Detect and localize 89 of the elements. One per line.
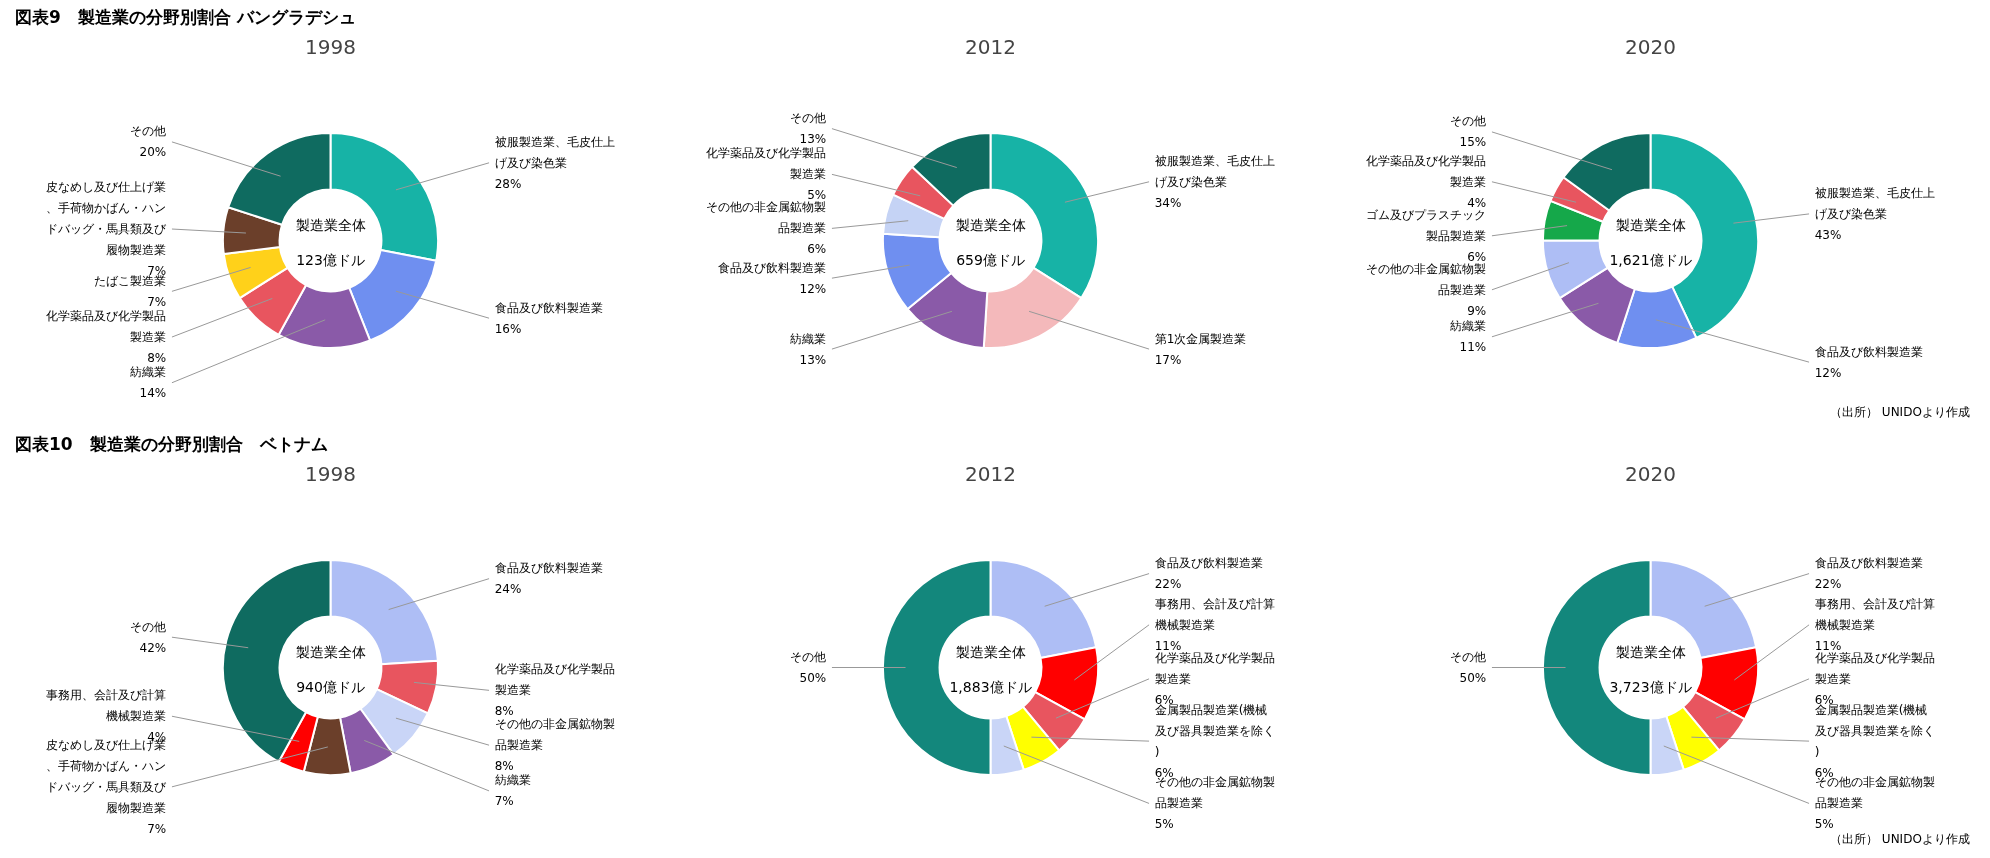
text: 3,723億ドル [1609, 678, 1692, 695]
data-label: 24% [494, 582, 522, 597]
text: 1,621億ドル [1609, 251, 1692, 268]
slice-label: 化学薬品及び化学製品製造業 [1814, 650, 1935, 686]
slice-label: 事務用、会計及び計算機械製造業 [1154, 596, 1275, 632]
data-label: 14% [139, 386, 167, 401]
slice-label: 事務用、会計及び計算機械製造業 [1814, 596, 1935, 632]
data-label: 28% [494, 176, 522, 191]
chart-title: 2012 [965, 461, 1016, 486]
text: 製造業全体 [955, 643, 1026, 660]
chart-subtitle: 図表9 製造業の分野別割合 バングラデシュ [15, 6, 356, 29]
data-label: 8% [147, 351, 167, 366]
text: 1,883億ドル [949, 678, 1032, 695]
data-label: 6% [1467, 249, 1487, 264]
slice-label: 食品及び飲料製造業 [494, 561, 603, 576]
text: 940億ドル [296, 678, 365, 695]
data-label: 12% [1814, 365, 1842, 380]
data-label: 11% [1154, 638, 1182, 653]
slice-label: ゴム及びプラスチック製品製造業 [1366, 207, 1487, 243]
slice-label: 食品及び飲料製造業 [1814, 344, 1923, 359]
slice-label: 第1次金属製造業 [1154, 331, 1247, 346]
data-label: 7% [147, 294, 167, 309]
slice-label: 被服製造業、毛皮仕上げ及び染色業 [494, 134, 615, 170]
data-label: 5% [1154, 817, 1174, 832]
text: 製造業全体 [1615, 643, 1686, 660]
data-label: 42% [139, 640, 167, 655]
slice-label: その他 [130, 619, 167, 634]
chart-title: 2020 [1625, 34, 1676, 59]
slice-label: その他の非金属鉱物製品製造業 [1366, 261, 1487, 297]
slice-label: 化学薬品及び化学製品製造業 [494, 662, 615, 698]
data-label: 34% [1154, 195, 1182, 210]
data-label: 50% [799, 671, 827, 685]
data-label: 9% [1467, 303, 1487, 318]
slice-label: その他の非金属鉱物製品製造業 [494, 717, 615, 753]
text: （出所） UNIDOより作成 [1830, 404, 1970, 419]
slice-label: 紡織業 [1450, 319, 1487, 334]
slice-label: その他 [790, 650, 827, 664]
text: 製造業全体 [1615, 216, 1686, 233]
data-label: 5% [1814, 817, 1834, 832]
data-label: 7% [147, 821, 167, 836]
data-label: 15% [1459, 135, 1487, 150]
text: 製造業全体 [295, 643, 366, 660]
text: 製造業全体 [955, 216, 1026, 233]
text: 1998 [305, 461, 356, 486]
data-label: 8% [494, 704, 514, 719]
slice-label: 紡織業 [130, 365, 167, 380]
text: 123億ドル [296, 251, 365, 268]
slice-label: その他 [1450, 114, 1487, 129]
data-label: 12% [799, 281, 827, 296]
slice-label: 皮なめし及び仕上げ業、手荷物かばん・ハンドバッグ・馬具類及び履物製造業 [46, 180, 168, 258]
slice-label: その他 [1450, 650, 1487, 664]
slice-label: 事務用、会計及び計算機械製造業 [46, 688, 167, 724]
text: 製造業全体 [295, 216, 366, 233]
data-label: 22% [1814, 577, 1842, 592]
chart-title: 2012 [965, 34, 1016, 59]
chart-subtitle: 図表10 製造業の分野別割合 ベトナム [15, 433, 328, 456]
slice-label: その他の非金属鉱物製品製造業 [706, 200, 827, 236]
data-label: 13% [799, 132, 827, 147]
data-label: 16% [494, 321, 522, 336]
data-label: 17% [1154, 352, 1182, 367]
data-label: 6% [807, 242, 827, 257]
chart-title: 2020 [1625, 461, 1676, 486]
data-label: 50% [1459, 671, 1487, 685]
slice-label: 被服製造業、毛皮仕上げ及び染色業 [1814, 185, 1935, 221]
slice-label: 食品及び飲料製造業 [1154, 556, 1263, 571]
text: （出所） UNIDOより作成 [1830, 831, 1970, 846]
slice-label: 紡織業 [790, 331, 827, 346]
slice-label: 化学薬品及び化学製品製造業 [1366, 153, 1487, 189]
slice-label: 被服製造業、毛皮仕上げ及び染色業 [1154, 153, 1275, 189]
slice-label: 化学薬品及び化学製品製造業 [1154, 650, 1275, 686]
slice-label: 化学薬品及び化学製品製造業 [46, 309, 167, 345]
chart-title: 1998 [305, 34, 356, 59]
data-label: 8% [494, 759, 514, 774]
slice-label: その他 [790, 111, 827, 126]
data-label: 11% [1459, 340, 1487, 355]
data-label: 20% [139, 145, 167, 160]
slice-label: 化学薬品及び化学製品製造業 [706, 146, 827, 182]
slice-label: 紡織業 [494, 773, 531, 788]
data-label: 22% [1154, 577, 1182, 592]
slice-label: 食品及び飲料製造業 [1814, 556, 1923, 571]
text: 659億ドル [956, 251, 1025, 268]
data-label: 7% [494, 794, 514, 809]
slice-label: その他 [130, 124, 167, 139]
slice-label: 食品及び飲料製造業 [718, 260, 827, 275]
data-label: 43% [1814, 227, 1842, 242]
data-label: 11% [1814, 638, 1842, 653]
data-label: 13% [799, 352, 827, 367]
slice-label: 食品及び飲料製造業 [494, 300, 603, 315]
data-label: 4% [1467, 195, 1487, 210]
